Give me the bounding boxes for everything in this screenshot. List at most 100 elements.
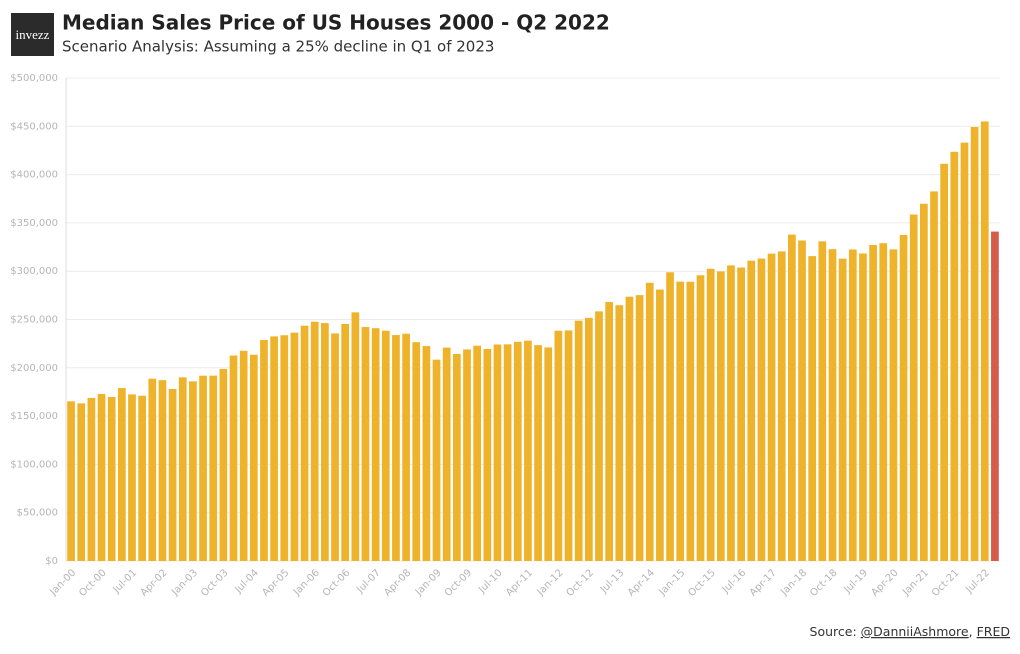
bar xyxy=(645,282,654,561)
x-tick-label: Jan-15 xyxy=(657,567,688,598)
bar xyxy=(158,380,167,561)
bar xyxy=(595,311,603,561)
x-tick-label: Oct-06 xyxy=(321,567,353,599)
chart-title: Median Sales Price of US Houses 2000 - Q… xyxy=(62,11,610,35)
bar xyxy=(402,333,410,561)
bar xyxy=(737,267,745,561)
bar xyxy=(290,332,299,561)
x-tick-label: Jan-00 xyxy=(47,567,78,598)
bar xyxy=(798,240,806,561)
bar xyxy=(67,401,75,561)
x-tick-label: Apr-17 xyxy=(748,567,779,598)
bar xyxy=(260,339,268,561)
bar xyxy=(513,341,522,561)
bar xyxy=(534,345,542,561)
bar xyxy=(473,345,482,561)
bar xyxy=(178,377,187,561)
source-link[interactable]: FRED xyxy=(977,624,1010,639)
bar xyxy=(138,395,146,561)
bar xyxy=(321,323,329,561)
bar xyxy=(635,295,644,561)
bar xyxy=(117,388,126,561)
x-tick-label: Jul-19 xyxy=(842,567,871,596)
x-tick-label: Jul-07 xyxy=(354,567,383,596)
bar xyxy=(97,393,106,561)
bar xyxy=(77,403,86,561)
bar xyxy=(432,359,441,561)
bar xyxy=(564,330,573,561)
source: Source: @DanniiAshmore, FRED xyxy=(810,624,1010,639)
bar xyxy=(239,350,248,561)
bar xyxy=(341,323,350,561)
x-tick-label: Jan-12 xyxy=(535,567,566,598)
y-tick-label: $100,000 xyxy=(10,459,58,470)
x-tick-label: Apr-14 xyxy=(626,567,657,598)
bar xyxy=(412,342,421,561)
bar xyxy=(209,375,218,561)
bar xyxy=(970,126,979,561)
bar xyxy=(229,355,238,561)
bar xyxy=(493,344,502,561)
bar xyxy=(371,328,380,561)
x-tick-label: Oct-09 xyxy=(443,567,475,599)
bar xyxy=(940,163,949,561)
y-tick-label: $0 xyxy=(45,556,58,567)
bar xyxy=(716,271,725,561)
bar xyxy=(889,249,898,561)
logo-box xyxy=(11,13,54,56)
y-tick-label: $250,000 xyxy=(10,315,58,326)
x-tick-label: Jul-13 xyxy=(598,567,627,596)
bar xyxy=(747,260,756,561)
bar xyxy=(879,243,888,561)
bar xyxy=(554,330,563,561)
bar xyxy=(503,344,512,561)
bar xyxy=(808,256,817,561)
bar xyxy=(584,317,593,561)
bar xyxy=(899,234,908,561)
bar xyxy=(310,321,319,561)
bar xyxy=(544,347,553,561)
y-tick-label: $200,000 xyxy=(10,363,58,374)
bar xyxy=(696,275,705,561)
bar xyxy=(381,330,390,561)
y-tick-label: $300,000 xyxy=(10,266,58,277)
chart-subtitle: Scenario Analysis: Assuming a 25% declin… xyxy=(62,38,494,56)
bar xyxy=(980,121,989,561)
bar xyxy=(727,265,735,561)
x-tick-label: Jan-06 xyxy=(291,567,322,598)
x-tick-label: Jul-01 xyxy=(111,567,140,596)
bar xyxy=(107,396,116,561)
y-tick-label: $400,000 xyxy=(10,170,58,181)
bar xyxy=(270,336,278,561)
bar xyxy=(189,381,197,561)
bar xyxy=(991,231,999,561)
source-prefix: Source: xyxy=(810,624,857,639)
x-tick-label: Jan-21 xyxy=(900,567,931,598)
y-tick-label: $150,000 xyxy=(10,411,58,422)
bar xyxy=(331,333,339,561)
bar xyxy=(625,296,634,561)
bar xyxy=(767,253,776,561)
x-tick-label: Apr-02 xyxy=(139,567,170,598)
y-tick-label: $450,000 xyxy=(10,121,58,132)
bar xyxy=(453,353,461,561)
bar xyxy=(686,281,695,561)
bar xyxy=(909,214,918,562)
bar xyxy=(148,378,157,561)
x-tick-label: Apr-11 xyxy=(504,567,535,598)
bar xyxy=(950,151,959,561)
bar xyxy=(128,394,136,561)
bar xyxy=(605,302,613,561)
source-link[interactable]: @DanniiAshmore xyxy=(861,624,969,639)
bar xyxy=(757,258,766,561)
bar xyxy=(869,245,877,561)
bar xyxy=(392,335,400,561)
bar xyxy=(859,253,867,561)
bar xyxy=(168,388,177,561)
x-tick-label: Jul-10 xyxy=(476,567,505,596)
bar xyxy=(828,249,837,561)
bar xyxy=(676,281,685,561)
x-tick-label: Jul-22 xyxy=(963,567,992,596)
